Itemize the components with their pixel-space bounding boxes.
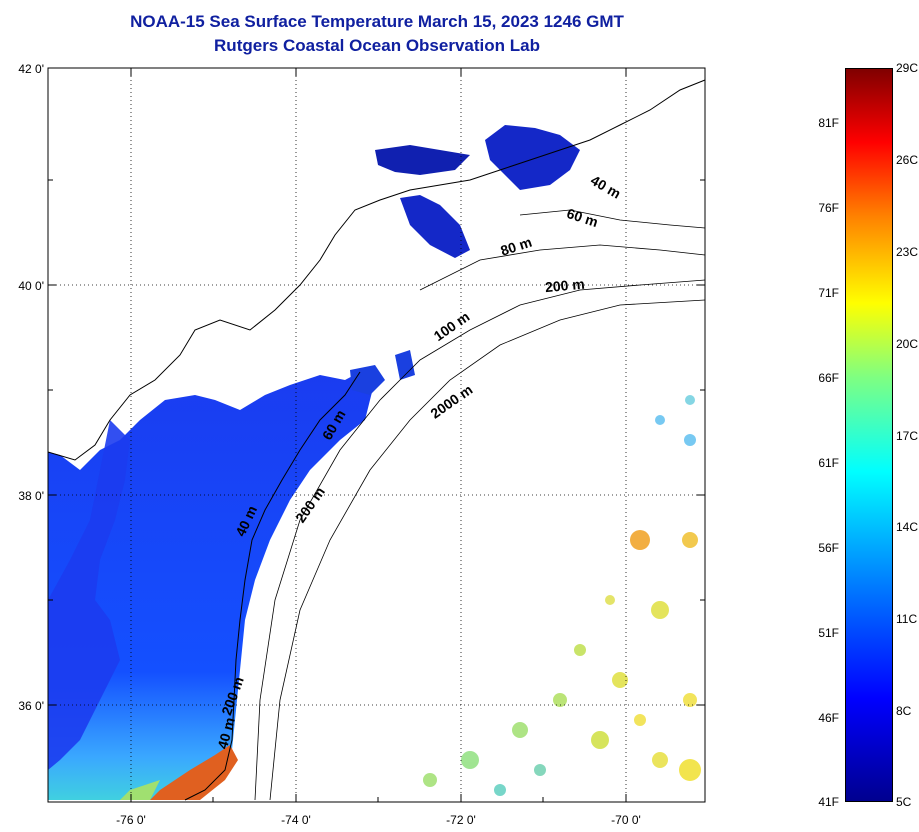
colorbar-c-label: 26C [896, 153, 919, 167]
coastline [47, 79, 706, 461]
colorbar-c-label: 29C [896, 61, 919, 75]
sst-north-patch [485, 125, 580, 190]
colorbar-f-label: 76F [818, 201, 839, 215]
colorbar-f-label: 66F [818, 371, 839, 385]
sst-offshore-patches [423, 395, 701, 796]
colorbar-c-label: 5C [896, 795, 912, 809]
map-frame [47, 67, 706, 803]
colorbar-f-label: 41F [818, 795, 839, 809]
colorbar-c-label: 20C [896, 337, 919, 351]
lat-label-40: 40 0' [18, 279, 44, 293]
sst-warm-cape [150, 745, 238, 800]
lat-label-36: 36 0' [18, 699, 44, 713]
contour-label: 200 m [292, 484, 328, 526]
contour-label: 40 m [214, 716, 238, 751]
contour-label: 2000 m [427, 381, 475, 421]
temperature-colorbar [845, 68, 893, 802]
lat-label-38: 38 0' [18, 489, 44, 503]
contour-label: 60 m [565, 205, 600, 230]
colorbar-c-label: 17C [896, 429, 919, 443]
isobath-2000m [269, 299, 706, 801]
contour-label: 200 m [544, 276, 585, 295]
colorbar-c-label: 11C [896, 612, 918, 626]
lon-label-74: -74 0' [281, 813, 311, 827]
colorbar-f-label: 61F [818, 456, 839, 470]
colorbar-f-label: 81F [818, 116, 839, 130]
map-subtitle: Rutgers Coastal Ocean Observation Lab [214, 36, 540, 55]
colorbar-f-label: 51F [818, 626, 839, 640]
colorbar-c-label: 14C [896, 520, 919, 534]
colorbar-f-label: 71F [818, 286, 839, 300]
isobath-60m [519, 209, 706, 229]
lat-label-42: 42 0' [18, 62, 44, 76]
isobath-200m [254, 279, 706, 801]
contour-label: 100 m [431, 308, 473, 344]
graticule [48, 68, 705, 802]
colorbar-f-label: 56F [818, 541, 839, 555]
sst-coastal-water [48, 372, 375, 800]
sst-chesapeake [48, 420, 130, 770]
lon-label-72: -72 0' [446, 813, 476, 827]
isobath-80m [419, 244, 706, 291]
map-title: NOAA-15 Sea Surface Temperature March 15… [130, 12, 624, 31]
colorbar-c-label: 8C [896, 704, 912, 718]
colorbar-f-label: 46F [818, 711, 839, 725]
colorbar-c-label: 23C [896, 245, 919, 259]
contour-label: 80 m [499, 234, 534, 259]
contour-label: 40 m [588, 172, 624, 202]
lon-label-70: -70 0' [611, 813, 641, 827]
lon-label-76: -76 0' [116, 813, 146, 827]
